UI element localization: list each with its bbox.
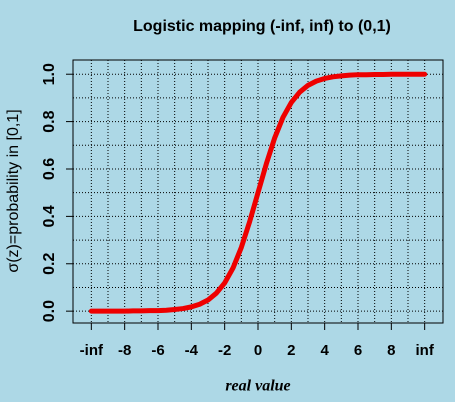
y-tick-label: 0.2 bbox=[41, 253, 58, 275]
x-axis-label: real value bbox=[225, 378, 290, 395]
x-tick-label: -4 bbox=[185, 342, 199, 359]
x-tick-label: -inf bbox=[80, 342, 104, 359]
y-tick-label: 0.4 bbox=[41, 205, 58, 227]
x-tick-label: 8 bbox=[387, 342, 395, 359]
x-tick-label: inf bbox=[416, 342, 435, 359]
y-axis-label: σ(z)=probability in [0,1] bbox=[5, 109, 22, 272]
x-tick-label: 2 bbox=[287, 342, 295, 359]
x-tick-label: 4 bbox=[320, 342, 329, 359]
y-tick-label: 0.6 bbox=[41, 158, 58, 180]
data-line bbox=[88, 71, 428, 314]
y-tick-label: 0.0 bbox=[41, 300, 58, 322]
x-tick-label: -6 bbox=[151, 342, 164, 359]
x-tick-label: 0 bbox=[254, 342, 262, 359]
x-tick-label: -8 bbox=[118, 342, 131, 359]
y-tick-label: 0.8 bbox=[41, 110, 58, 132]
x-tick-label: -2 bbox=[218, 342, 231, 359]
chart-title: Logistic mapping (-inf, inf) to (0,1) bbox=[133, 18, 391, 35]
y-tick-label: 1.0 bbox=[41, 63, 58, 85]
plot-frame bbox=[72, 59, 444, 324]
x-tick-label: 6 bbox=[354, 342, 362, 359]
